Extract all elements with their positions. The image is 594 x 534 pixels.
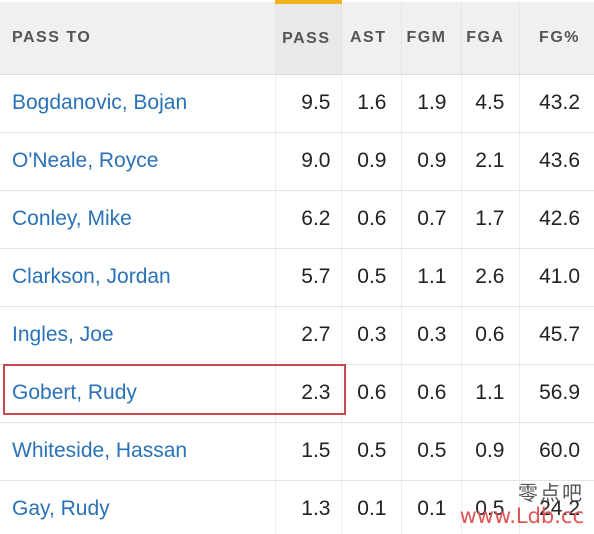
fg-pct-value: 41.0	[518, 248, 594, 307]
table-row: Bogdanovic, Bojan 9.5 1.6 1.9 4.5 43.2	[0, 74, 594, 133]
ast-value: 1.6	[340, 74, 401, 133]
fgm-value: 0.1	[400, 480, 461, 534]
pass-value: 1.3	[274, 480, 341, 534]
fgm-value: 1.9	[400, 74, 461, 133]
fg-pct-value: 56.9	[518, 364, 594, 423]
player-name-cell: O'Neale, Royce	[0, 132, 275, 191]
player-name-cell: Bogdanovic, Bojan	[0, 74, 275, 133]
player-name-link[interactable]: Gay, Rudy	[12, 497, 110, 520]
table-row: Gay, Rudy 1.3 0.1 0.1 0.5 24.2	[0, 480, 594, 534]
table-row: O'Neale, Royce 9.0 0.9 0.9 2.1 43.6	[0, 132, 594, 191]
ast-value: 0.9	[340, 132, 401, 191]
player-name-link[interactable]: O'Neale, Royce	[12, 149, 159, 172]
ast-value: 0.1	[340, 480, 401, 534]
player-name-cell: Gobert, Rudy	[0, 364, 275, 423]
fga-value: 2.6	[460, 248, 519, 307]
fga-value: 1.7	[460, 190, 519, 249]
fga-value: 4.5	[460, 74, 519, 133]
table-body: Bogdanovic, Bojan 9.5 1.6 1.9 4.5 43.2 O'Neale…	[0, 74, 594, 534]
table-row: Gobert, Rudy 2.3 0.6 0.6 1.1 56.9	[0, 364, 594, 423]
player-name-link[interactable]: Bogdanovic, Bojan	[12, 91, 188, 114]
fga-value: 0.9	[460, 422, 519, 481]
fg-pct-value: 45.7	[518, 306, 594, 365]
player-name-cell: Whiteside, Hassan	[0, 422, 275, 481]
column-header-pass-to[interactable]: PASS TO	[0, 2, 275, 75]
fgm-value: 0.9	[400, 132, 461, 191]
player-name-cell: Clarkson, Jordan	[0, 248, 275, 307]
fgm-value: 1.1	[400, 248, 461, 307]
ast-value: 0.6	[340, 364, 401, 423]
player-name-cell: Conley, Mike	[0, 190, 275, 249]
column-header-fgm[interactable]: FGM	[400, 2, 461, 75]
pass-value: 1.5	[274, 422, 341, 481]
fg-pct-value: 42.6	[518, 190, 594, 249]
pass-value: 9.0	[274, 132, 341, 191]
player-name-cell: Gay, Rudy	[0, 480, 275, 534]
ast-value: 0.5	[340, 422, 401, 481]
column-header-fga[interactable]: FGA	[460, 2, 519, 75]
pass-value: 9.5	[274, 74, 341, 133]
column-header-ast[interactable]: AST	[340, 2, 401, 75]
player-name-link[interactable]: Clarkson, Jordan	[12, 265, 171, 288]
pass-value: 5.7	[274, 248, 341, 307]
pass-value: 6.2	[274, 190, 341, 249]
fgm-value: 0.6	[400, 364, 461, 423]
fg-pct-value: 60.0	[518, 422, 594, 481]
fga-value: 0.6	[460, 306, 519, 365]
table-row: Clarkson, Jordan 5.7 0.5 1.1 2.6 41.0	[0, 248, 594, 307]
ast-value: 0.6	[340, 190, 401, 249]
fgm-value: 0.3	[400, 306, 461, 365]
player-name-link[interactable]: Gobert, Rudy	[12, 381, 137, 404]
player-name-link[interactable]: Whiteside, Hassan	[12, 439, 188, 462]
player-name-link[interactable]: Ingles, Joe	[12, 323, 114, 346]
fga-value: 1.1	[460, 364, 519, 423]
header-row: PASS TO PASS AST FGM FGA FG%	[0, 0, 594, 75]
fg-pct-value: 24.2	[518, 480, 594, 534]
column-header-fg-pct[interactable]: FG%	[518, 2, 594, 75]
pass-value: 2.7	[274, 306, 341, 365]
player-name-cell: Ingles, Joe	[0, 306, 275, 365]
fg-pct-value: 43.6	[518, 132, 594, 191]
table-row: Conley, Mike 6.2 0.6 0.7 1.7 42.6	[0, 190, 594, 249]
column-header-pass[interactable]: PASS	[274, 0, 341, 75]
table-header: PASS TO PASS AST FGM FGA FG%	[0, 0, 594, 75]
fga-value: 0.5	[460, 480, 519, 534]
fgm-value: 0.5	[400, 422, 461, 481]
table-row: Ingles, Joe 2.7 0.3 0.3 0.6 45.7	[0, 306, 594, 365]
pass-value: 2.3	[274, 364, 341, 423]
fgm-value: 0.7	[400, 190, 461, 249]
fga-value: 2.1	[460, 132, 519, 191]
ast-value: 0.3	[340, 306, 401, 365]
fg-pct-value: 43.2	[518, 74, 594, 133]
table-row: Whiteside, Hassan 1.5 0.5 0.5 0.9 60.0	[0, 422, 594, 481]
ast-value: 0.5	[340, 248, 401, 307]
player-name-link[interactable]: Conley, Mike	[12, 207, 132, 230]
